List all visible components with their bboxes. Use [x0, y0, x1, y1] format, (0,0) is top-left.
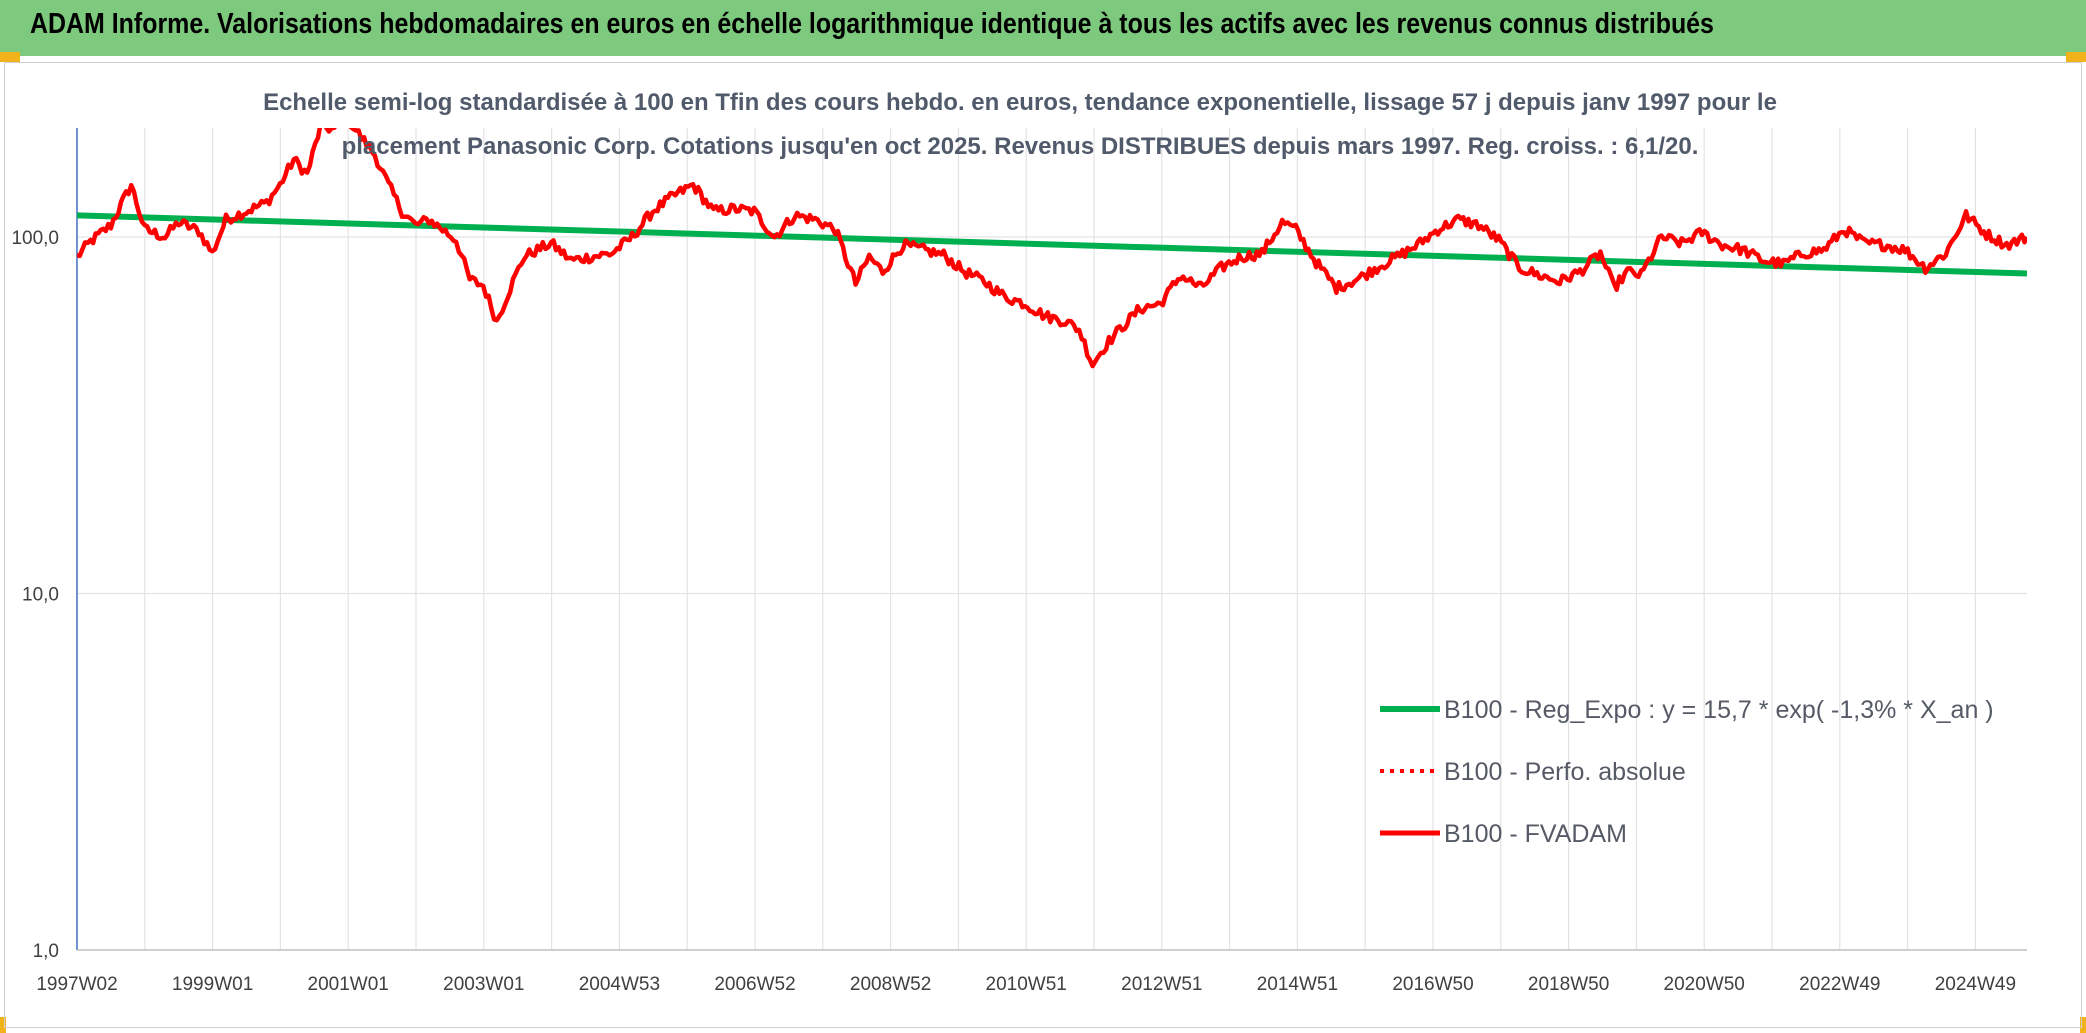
x-tick-label: 2004W53: [579, 974, 660, 995]
corner-marker: [0, 52, 20, 62]
chart-frame: [4, 62, 2082, 1028]
series-line: [77, 128, 2027, 369]
x-tick-labels: 1997W02 1999W01 2001W01 2003W01 2004W53 2006W…: [36, 974, 2016, 995]
x-tick-label: 2010W51: [986, 974, 1067, 995]
x-tick-label: 1997W02: [36, 974, 117, 995]
corner-marker: [2080, 1017, 2086, 1033]
x-tick-label: 2022W49: [1799, 974, 1880, 995]
legend: B100 - Reg_Expo : y = 15,7 * exp( -1,3% …: [1380, 696, 1994, 848]
x-tick-label: 1999W01: [172, 974, 253, 995]
x-tick-label: 2003W01: [443, 974, 524, 995]
x-tick-label: 2008W52: [850, 974, 931, 995]
x-tick-label: 2014W51: [1257, 974, 1338, 995]
corner-marker: [2066, 52, 2086, 62]
chart-subtitle-line-2: placement Panasonic Corp. Cotations jusq…: [341, 133, 1699, 160]
legend-label: B100 - Reg_Expo : y = 15,7 * exp( -1,3% …: [1444, 696, 1994, 724]
header-banner: ADAM Informe. Valorisations hebdomadaire…: [0, 0, 2086, 56]
y-tick-label: 100,0: [11, 228, 59, 249]
corner-marker: [0, 1017, 6, 1033]
chart-subtitle-line-1: Echelle semi-log standardisée à 100 en T…: [263, 89, 1777, 116]
vertical-grid: [76, 128, 1977, 950]
x-tick-label: 2020W50: [1664, 974, 1745, 995]
legend-label: B100 - Perfo. absolue: [1444, 758, 1686, 786]
x-tick-label: 2001W01: [308, 974, 389, 995]
y-tick-label: 1,0: [33, 941, 59, 962]
series-line: [77, 212, 2027, 277]
horizontal-grid: [77, 236, 2027, 595]
legend-label: B100 - FVADAM: [1444, 820, 1627, 848]
x-tick-label: 2016W50: [1392, 974, 1473, 995]
y-tick-labels: 1,0 10,0 100,0: [11, 228, 59, 962]
x-tick-label: 2024W49: [1935, 974, 2016, 995]
x-tick-label: 2006W52: [714, 974, 795, 995]
y-tick-label: 10,0: [22, 585, 59, 606]
report-title: ADAM Informe. Valorisations hebdomadaire…: [30, 8, 1714, 40]
x-tick-label: 2012W51: [1121, 974, 1202, 995]
x-tick-label: 2018W50: [1528, 974, 1609, 995]
series-layer: [77, 128, 2027, 369]
